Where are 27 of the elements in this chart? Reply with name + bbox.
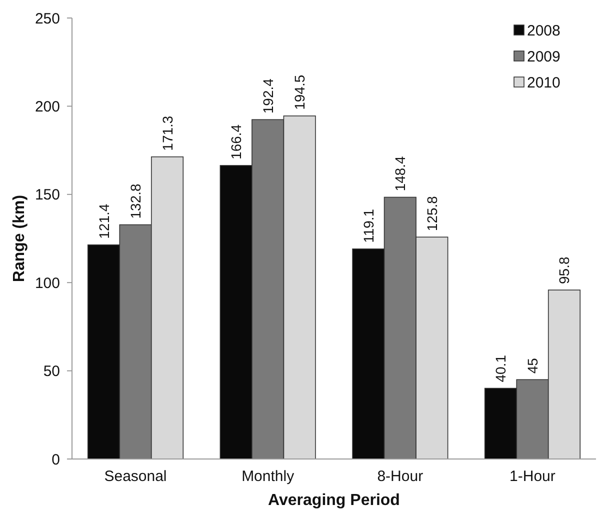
data-label: 45: [524, 358, 540, 374]
data-label: 192.4: [260, 78, 276, 114]
data-label: 119.1: [360, 208, 376, 243]
data-label: 121.4: [96, 204, 112, 239]
legend-label: 2010: [527, 74, 560, 92]
data-label: 125.8: [424, 196, 440, 232]
y-tick-label: 50: [43, 363, 60, 380]
x-tick-label: 1-Hour: [510, 468, 556, 485]
y-tick-label: 0: [52, 451, 60, 468]
x-tick-label: 8-Hour: [377, 468, 424, 485]
x-tick-label: Monthly: [242, 468, 295, 485]
data-label: 40.1: [492, 354, 509, 382]
x-axis-title: Averaging Period: [268, 492, 400, 509]
legend-label: 2008: [527, 22, 560, 40]
legend-label: 2009: [527, 48, 560, 66]
y-tick-label: 100: [34, 274, 60, 292]
y-tick-label: 250: [34, 10, 60, 28]
y-axis-title: Range (km): [11, 194, 28, 282]
data-label: 194.5: [292, 74, 308, 110]
y-tick-label: 150: [34, 186, 60, 204]
x-tick-label: Seasonal: [104, 468, 167, 485]
data-label: 171.3: [159, 116, 176, 151]
y-tick-label: 200: [34, 98, 60, 116]
data-label: 95.8: [556, 256, 572, 284]
data-label: 148.4: [392, 156, 408, 192]
data-label: 166.4: [228, 124, 244, 160]
data-label: 132.8: [128, 183, 144, 219]
